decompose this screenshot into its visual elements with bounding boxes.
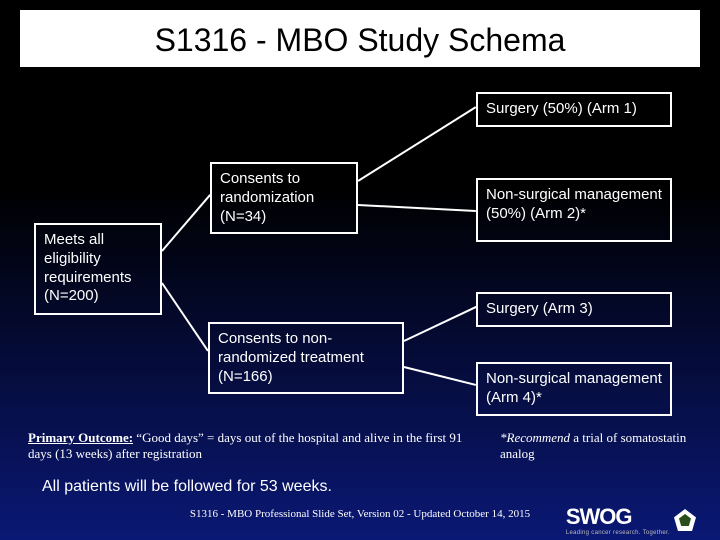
primary-outcome: Primary Outcome: “Good days” = days out … <box>28 430 468 462</box>
flow-edge-5 <box>404 366 476 386</box>
slide-title: S1316 - MBO Study Schema <box>20 10 700 69</box>
flow-edge-3 <box>358 204 476 212</box>
logo-subtext: Leading cancer research. Together. <box>566 530 670 536</box>
flow-node-n2: Consents to randomization (N=34) <box>210 162 358 234</box>
primary-outcome-label: Primary Outcome: <box>28 430 133 445</box>
flow-node-n1: Meets all eligibility requirements (N=20… <box>34 223 162 315</box>
follow-text: All patients will be followed for 53 wee… <box>42 478 332 496</box>
flow-node-n6: Surgery (Arm 3) <box>476 292 672 327</box>
flow-node-n7: Non-surgical management (Arm 4)* <box>476 362 672 416</box>
logo-text: SWOG <box>566 504 670 530</box>
flow-edge-1 <box>161 282 209 351</box>
flow-edge-0 <box>161 194 211 251</box>
recommend-note: *Recommend a trial of somatostatin analo… <box>500 430 700 462</box>
swog-logo: SWOG Leading cancer research. Together. <box>566 504 696 536</box>
flow-edge-4 <box>404 306 477 342</box>
logo-mark-icon <box>674 509 696 531</box>
flow-node-n5: Non-surgical management (50%) (Arm 2)* <box>476 178 672 242</box>
flow-edge-2 <box>357 106 476 182</box>
flow-node-n4: Surgery (50%) (Arm 1) <box>476 92 672 127</box>
flow-node-n3: Consents to non-randomized treatment (N=… <box>208 322 404 394</box>
recommend-label: *Recommend <box>500 430 570 445</box>
